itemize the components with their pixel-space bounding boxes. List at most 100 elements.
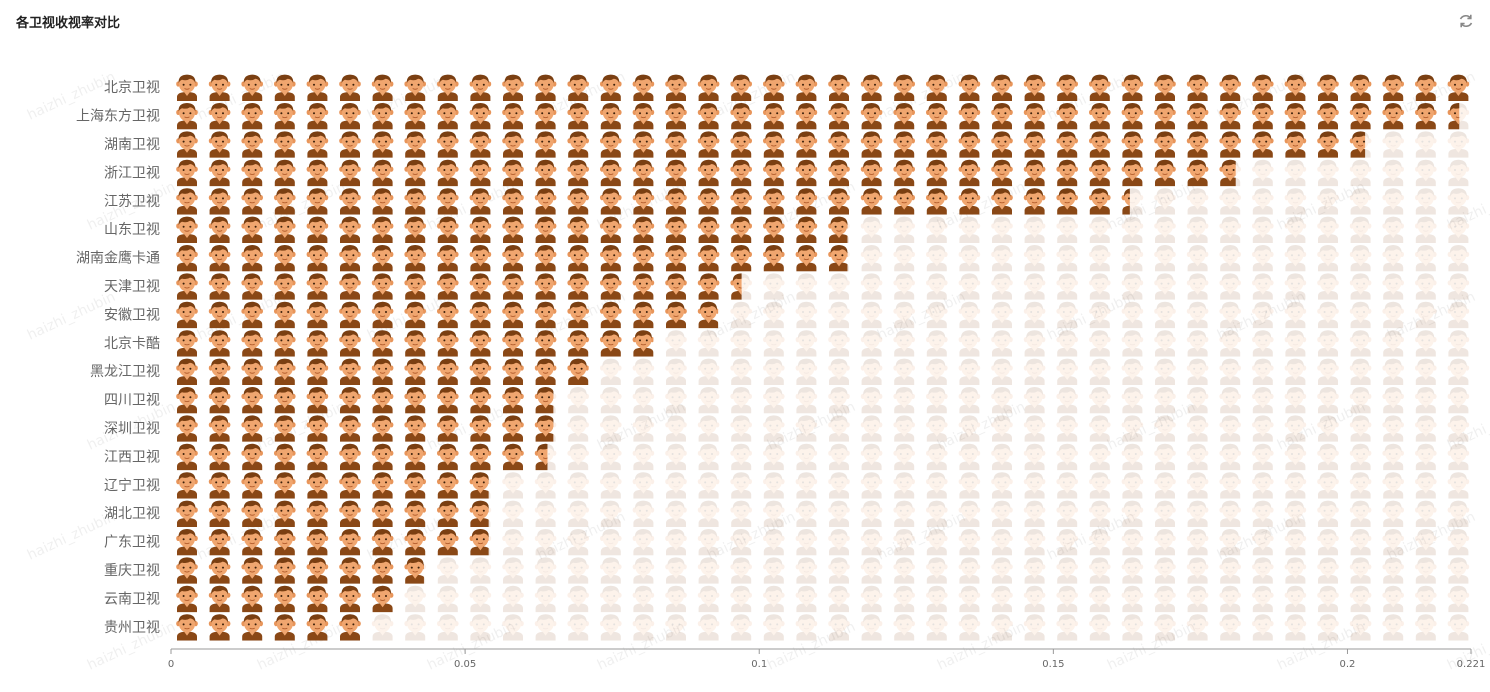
background-symbol	[632, 443, 655, 471]
value-symbol	[534, 159, 557, 187]
value-symbol	[599, 187, 623, 215]
watermark-text: haizhi_zhubin	[255, 619, 348, 674]
background-symbol	[892, 329, 916, 357]
background-symbol	[1121, 244, 1144, 272]
background-symbol	[1381, 386, 1405, 414]
background-symbol	[566, 471, 590, 499]
value-bar	[175, 216, 848, 243]
value-symbol	[371, 556, 394, 584]
background-symbol	[1088, 358, 1112, 385]
value-symbol	[240, 187, 264, 215]
background-symbol	[1251, 216, 1275, 243]
background-symbol	[1055, 386, 1079, 414]
background-symbol	[795, 500, 818, 527]
watermark-text: haizhi_zhubin	[935, 179, 1028, 234]
background-symbol	[990, 471, 1014, 499]
value-symbol	[175, 272, 199, 300]
background-symbol	[501, 471, 525, 499]
value-symbol	[403, 272, 427, 300]
value-symbol	[338, 301, 362, 329]
value-symbol	[240, 102, 264, 130]
background-symbol	[664, 471, 688, 499]
value-symbol	[175, 74, 199, 101]
background-symbol	[599, 585, 623, 613]
background-symbol	[925, 585, 949, 613]
value-symbol	[697, 216, 720, 243]
value-symbol	[566, 159, 590, 187]
watermark-text: haizhi_zhubin	[705, 509, 798, 564]
value-symbol	[469, 443, 492, 471]
value-symbol	[436, 329, 460, 357]
value-symbol	[469, 500, 489, 527]
value-symbol	[175, 187, 199, 215]
value-symbol	[306, 301, 329, 329]
chart-title: 各卫视收视率对比	[16, 16, 121, 31]
value-symbol	[958, 102, 981, 130]
value-symbol	[175, 443, 199, 471]
background-symbol	[1381, 585, 1405, 613]
background-symbol	[1218, 244, 1242, 272]
background-symbol	[1284, 159, 1307, 187]
value-symbol	[175, 500, 199, 527]
background-symbol	[1153, 216, 1177, 243]
value-symbol	[1088, 130, 1112, 158]
value-symbol	[306, 74, 329, 101]
refresh-icon[interactable]	[1457, 12, 1475, 30]
value-symbol	[1251, 102, 1275, 130]
background-symbol	[827, 556, 851, 584]
value-symbol	[208, 500, 231, 527]
background-symbol	[1218, 471, 1242, 499]
background-symbol	[1316, 216, 1340, 243]
value-symbol	[860, 130, 883, 158]
background-symbol	[1023, 244, 1046, 272]
background-symbol	[1414, 500, 1438, 527]
background-symbol	[795, 386, 818, 414]
value-symbol	[534, 130, 557, 158]
value-symbol	[338, 585, 362, 613]
background-symbol	[827, 358, 851, 385]
background-symbol	[1447, 358, 1470, 385]
value-symbol	[1186, 159, 1209, 187]
value-symbol	[632, 244, 655, 272]
value-symbol	[534, 386, 554, 414]
value-symbol	[338, 187, 362, 215]
value-symbol	[338, 74, 362, 101]
value-symbol	[697, 272, 720, 300]
value-symbol	[599, 102, 623, 130]
value-symbol	[371, 358, 394, 385]
background-symbol	[860, 301, 883, 329]
value-symbol	[795, 102, 818, 130]
value-symbol	[1284, 130, 1307, 158]
background-symbol	[1414, 358, 1438, 385]
background-symbol	[1088, 414, 1112, 442]
value-symbol	[958, 159, 981, 187]
background-symbol	[827, 471, 851, 499]
background-symbol	[1447, 585, 1470, 613]
background-symbol	[892, 216, 916, 243]
value-symbol	[990, 130, 1014, 158]
background-symbol	[958, 613, 981, 641]
value-symbol	[175, 613, 199, 641]
background-symbol	[1088, 272, 1112, 300]
background-symbol	[1316, 556, 1340, 584]
value-symbol	[599, 272, 623, 300]
value-symbol	[338, 159, 362, 187]
background-symbol	[1186, 358, 1209, 385]
background-symbol	[990, 216, 1014, 243]
background-symbol	[1381, 159, 1405, 187]
background-symbol	[925, 244, 949, 272]
background-symbol	[1447, 329, 1470, 357]
value-symbol	[534, 358, 557, 385]
value-symbol	[762, 159, 786, 187]
background-symbol	[1121, 216, 1144, 243]
background-symbol	[1251, 159, 1275, 187]
background-symbol	[1055, 244, 1079, 272]
value-symbol	[306, 216, 329, 243]
value-symbol	[240, 159, 264, 187]
value-symbol	[958, 74, 981, 101]
value-symbol	[371, 585, 394, 613]
x-axis: 0 0.05 0.1 0.15 0.2 0.221	[168, 648, 1485, 670]
watermark-text: haizhi_zhubin	[935, 619, 1028, 674]
watermark-text: haizhi_zhubin	[195, 509, 288, 564]
value-symbol	[632, 102, 655, 130]
